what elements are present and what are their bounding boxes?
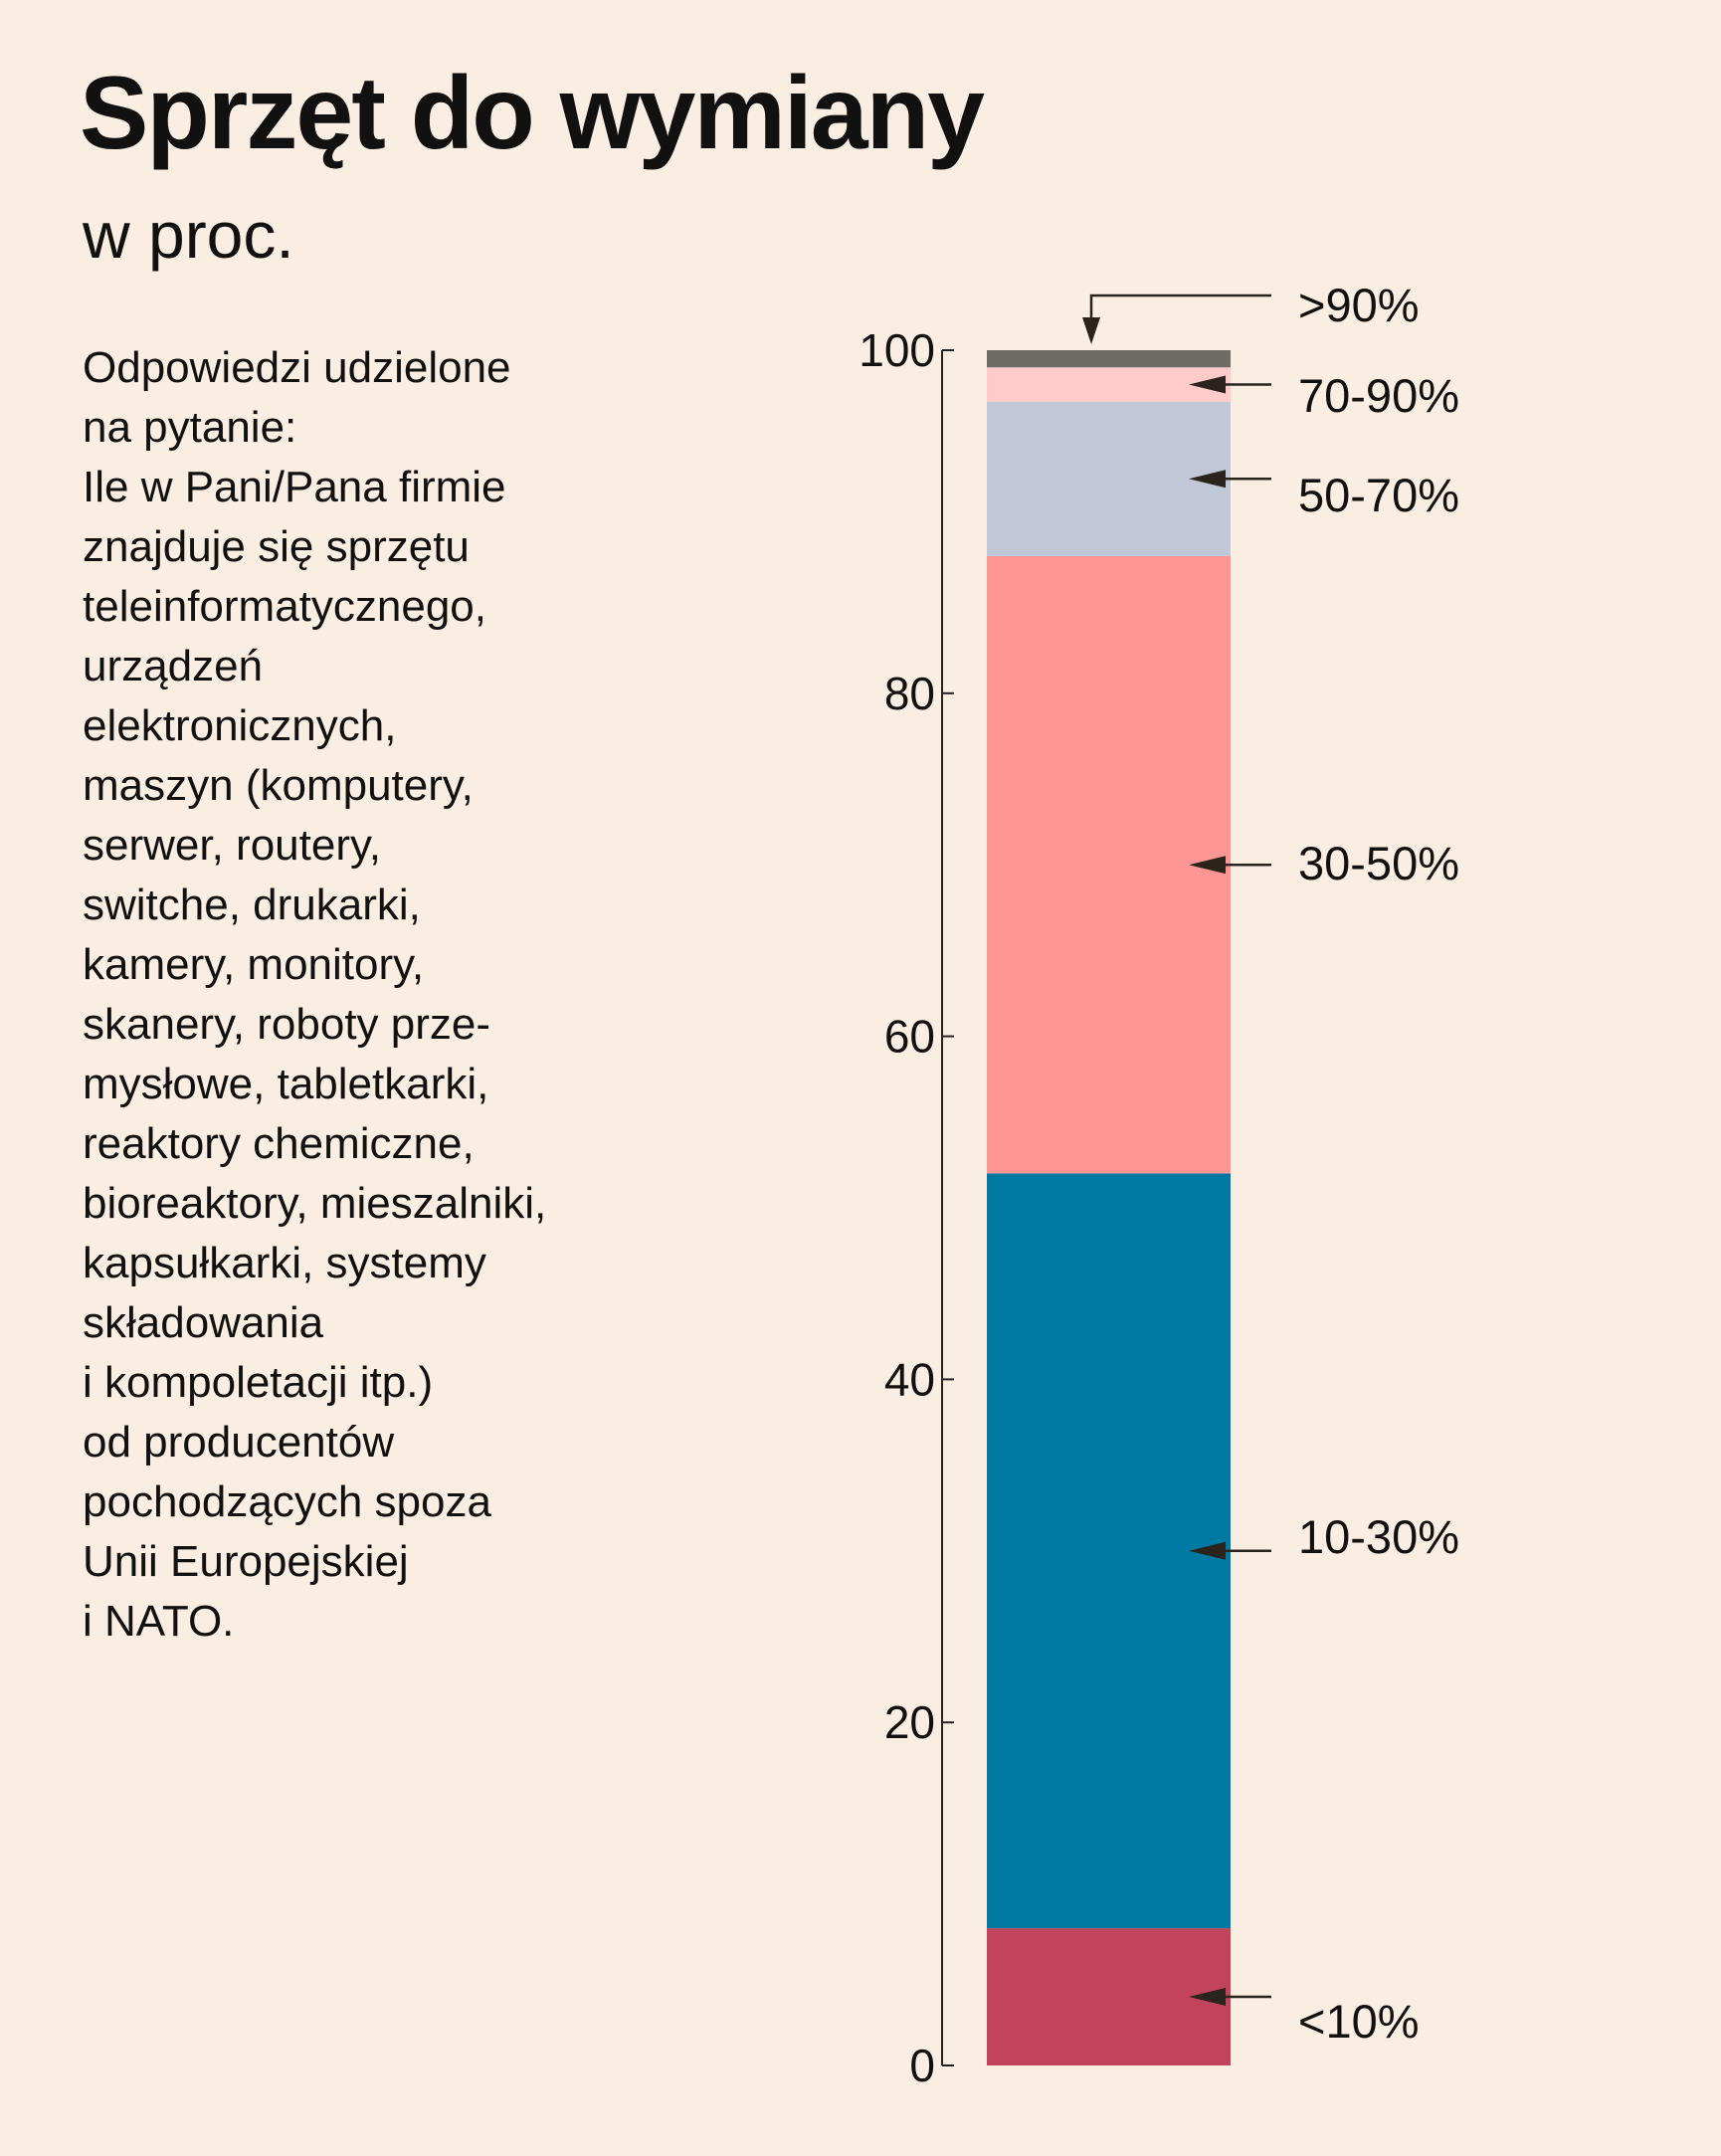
description-line: i kompoletacji itp.): [83, 1358, 434, 1407]
description-line: na pytanie:: [83, 403, 297, 452]
segment-label: 70-90%: [1298, 369, 1459, 422]
bar-segment: [987, 350, 1231, 368]
description-line: znajduje się sprzętu: [83, 522, 470, 571]
description-line: serwer, routery,: [83, 821, 381, 870]
annotation-arrowhead: [1189, 375, 1226, 394]
description-line: elektronicznych,: [83, 701, 397, 750]
description-line: Unii Europejskiej: [83, 1537, 409, 1586]
description-line: kapsułkarki, systemy: [83, 1239, 486, 1287]
question-description: Odpowiedzi udzielone na pytanie: Ile w Pan…: [83, 338, 546, 1652]
annotation-arrowhead: [1189, 1541, 1226, 1560]
description-line: kamery, monitory,: [83, 940, 425, 989]
description-line: maszyn (komputery,: [83, 761, 474, 810]
description-line: teleinformatycznego,: [83, 582, 486, 631]
description-line: switche, drukarki,: [83, 881, 421, 929]
segment-label: 50-70%: [1298, 469, 1459, 521]
description-line: pochodzących spoza: [83, 1477, 491, 1526]
description-line: od producentów: [83, 1418, 395, 1467]
description-line: bioreaktory, mieszalniki,: [83, 1179, 547, 1228]
annotation-arrowhead: [1189, 470, 1226, 489]
description-line: i NATO.: [83, 1597, 235, 1646]
description-line: mysłowe, tabletkarki,: [83, 1060, 489, 1108]
annotation-arrowhead: [1082, 317, 1100, 344]
y-tick-label: 20: [884, 1696, 935, 1748]
description-line: urządzeń: [83, 642, 264, 690]
segment-label: 30-50%: [1298, 837, 1459, 889]
segment-label: 10-30%: [1298, 1510, 1459, 1563]
description-line: składowania: [83, 1298, 324, 1347]
description-line: Ile w Pani/Pana firmie: [83, 463, 506, 511]
y-tick-label: 0: [909, 2040, 935, 2091]
y-tick-label: 100: [859, 324, 935, 376]
chart-subtitle: w proc.: [83, 198, 294, 272]
y-tick-label: 40: [884, 1353, 935, 1405]
description-line: Odpowiedzi udzielone: [83, 343, 511, 392]
segment-label: >90%: [1298, 279, 1420, 331]
chart-title: Sprzęt do wymiany: [80, 56, 985, 171]
annotation-arrow-line: [1089, 294, 1271, 325]
description-line: reaktory chemiczne,: [83, 1119, 475, 1168]
y-tick-label: 60: [884, 1011, 935, 1063]
y-tick-label: 80: [884, 668, 935, 719]
segment-label: <10%: [1298, 1995, 1420, 2048]
annotation-arrowhead: [1189, 1988, 1226, 2007]
annotation-arrowhead: [1189, 856, 1226, 875]
description-line: skanery, roboty prze-: [83, 1000, 491, 1049]
